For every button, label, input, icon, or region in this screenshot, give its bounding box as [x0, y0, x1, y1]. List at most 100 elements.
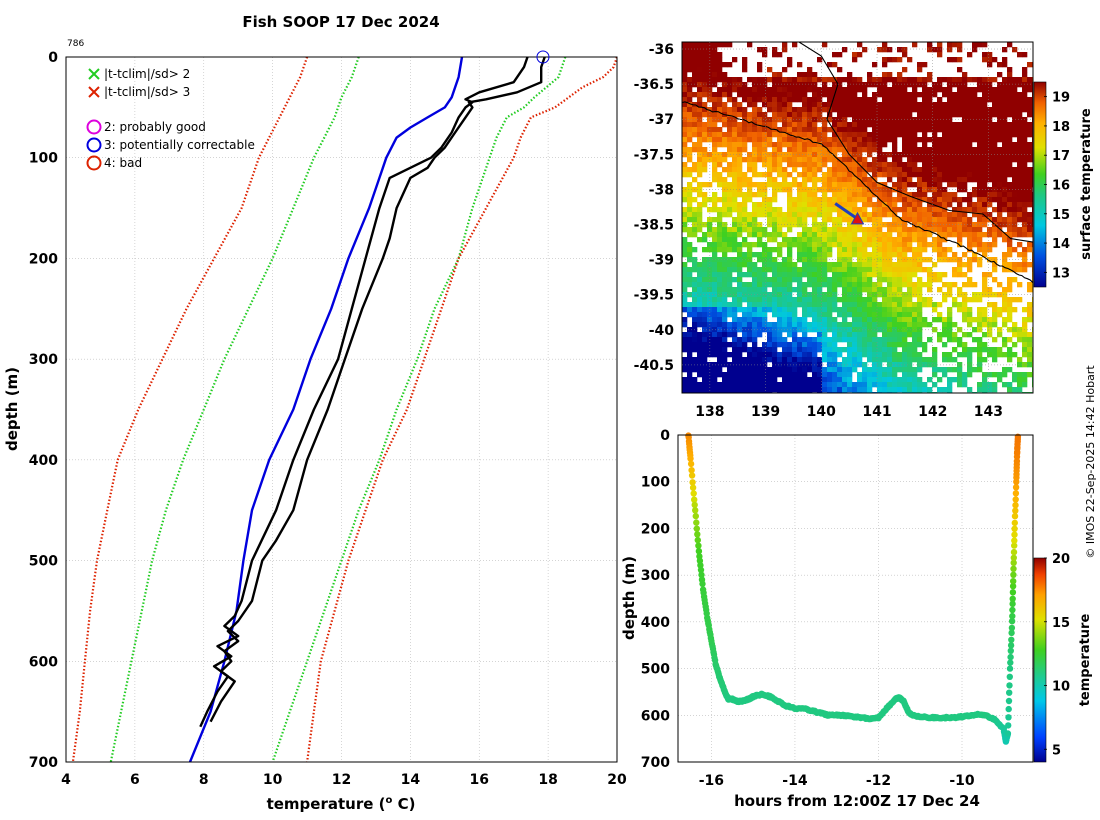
timeseries-y-tick-label: 200 — [641, 521, 670, 537]
sst-cell — [837, 147, 843, 153]
sst-cell — [997, 217, 1003, 223]
sst-cell — [982, 97, 988, 103]
sst-cell — [1017, 327, 1023, 333]
sst-cell — [862, 247, 868, 253]
sst-cell — [742, 212, 748, 218]
sst-cell — [722, 82, 728, 88]
sst-cell — [962, 262, 968, 268]
map-lat-tick-label: -40.5 — [634, 358, 674, 374]
sst-cell — [762, 312, 768, 318]
sst-cell — [732, 247, 738, 253]
sst-cell — [982, 202, 988, 208]
sst-cell — [932, 82, 938, 88]
sst-cell — [927, 72, 933, 78]
sst-cell — [777, 287, 783, 293]
sst-cell — [702, 387, 708, 393]
sst-cell — [1007, 352, 1013, 358]
sst-cell — [857, 137, 863, 143]
sst-cell — [827, 117, 833, 123]
sst-cell — [697, 172, 703, 178]
sst-cell — [727, 272, 733, 278]
sst-cell — [837, 87, 843, 93]
sst-cell — [947, 282, 953, 288]
profile-xlabel-sup: o — [385, 795, 392, 806]
sst-cell — [932, 177, 938, 183]
sst-cell — [777, 127, 783, 133]
sst-cell — [712, 142, 718, 148]
sst-cell — [772, 107, 778, 113]
timeseries-point — [694, 536, 701, 544]
sst-cell — [747, 42, 753, 48]
sst-cell — [787, 262, 793, 268]
sst-cell — [777, 232, 783, 238]
sst-cell — [837, 187, 843, 193]
sst-cell — [952, 147, 958, 153]
sst-cell — [977, 137, 983, 143]
sst-cell — [1017, 182, 1023, 188]
sst-cell — [892, 237, 898, 243]
sst-cell — [902, 177, 908, 183]
sst-cell — [997, 117, 1003, 123]
sst-cell — [952, 212, 958, 218]
sst-cell — [732, 152, 738, 158]
sst-cell — [992, 152, 998, 158]
sst-cell — [717, 317, 723, 323]
sst-cell — [787, 327, 793, 333]
sst-cell — [717, 132, 723, 138]
sst-cell — [1012, 342, 1018, 348]
sst-cell — [827, 92, 833, 98]
sst-cell — [942, 102, 948, 108]
sst-cell — [692, 77, 698, 83]
legend-label: |t-tclim|/sd> 3 — [104, 85, 190, 99]
sst-cell — [922, 382, 928, 388]
sst-cell — [752, 382, 758, 388]
sst-cell — [767, 307, 773, 313]
sst-cell — [822, 337, 828, 343]
sst-cell — [757, 182, 763, 188]
sst-cell — [682, 132, 688, 138]
sst-cell — [887, 307, 893, 313]
sst-cell — [937, 317, 943, 323]
timeseries-point — [1005, 705, 1012, 713]
sst-cell — [852, 177, 858, 183]
sst-cell — [687, 122, 693, 128]
sst-cell — [967, 202, 973, 208]
sst-cell — [927, 42, 933, 48]
sst-cell — [937, 122, 943, 128]
sst-cell — [927, 77, 933, 83]
profile-y-tick-label: 600 — [29, 654, 58, 670]
sst-cell — [772, 187, 778, 193]
sst-cell — [852, 57, 858, 63]
sst-cell — [887, 387, 893, 393]
sst-cell — [837, 157, 843, 163]
sst-cell — [902, 202, 908, 208]
climatology-mean-line — [188, 57, 464, 762]
sst-cell — [862, 197, 868, 203]
sst-cell — [887, 322, 893, 328]
sst-cell — [782, 312, 788, 318]
sst-cell — [872, 132, 878, 138]
sst-colorbar-tick-label: 19 — [1052, 91, 1070, 106]
sst-cell — [1002, 217, 1008, 223]
sst-cell — [697, 227, 703, 233]
sst-cell — [812, 237, 818, 243]
sst-cell — [832, 372, 838, 378]
sst-cell — [917, 362, 923, 368]
sst-cell — [1027, 357, 1033, 363]
sst-cell — [897, 187, 903, 193]
sst-cell — [702, 77, 708, 83]
sst-cell — [757, 147, 763, 153]
sst-cell — [927, 387, 933, 393]
sst-cell — [872, 167, 878, 173]
sst-cell — [702, 262, 708, 268]
sst-cell — [792, 42, 798, 48]
sst-cell — [912, 347, 918, 353]
sst-cell — [742, 347, 748, 353]
sst-cell — [972, 102, 978, 108]
sst-cell — [907, 272, 913, 278]
sst-cell — [797, 252, 803, 258]
sst-cell — [812, 352, 818, 358]
sst-cell — [757, 367, 763, 373]
sst-cell — [707, 347, 713, 353]
sst-cell — [932, 212, 938, 218]
